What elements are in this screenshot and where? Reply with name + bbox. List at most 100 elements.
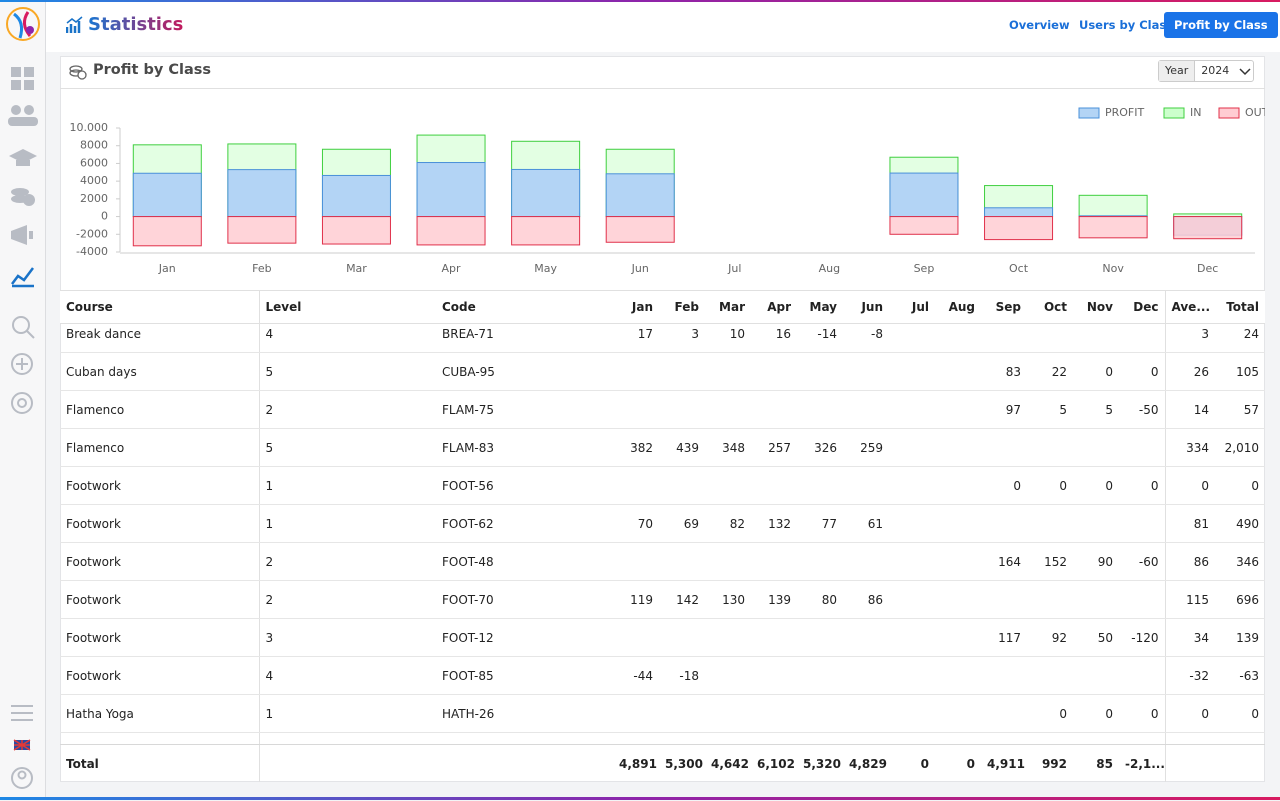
cell: FOOT-12: [436, 618, 613, 657]
cell: Footwork: [60, 618, 259, 657]
nav-active-icon[interactable]: [11, 267, 34, 288]
year-value: 2024: [1201, 64, 1230, 77]
cell: -50: [1119, 390, 1165, 429]
cell: [751, 618, 797, 657]
total-cell: 4,829: [849, 756, 887, 771]
cell: [981, 323, 1027, 353]
cell: 90: [1073, 542, 1119, 581]
cell: 3: [1164, 323, 1215, 353]
cell: [705, 618, 751, 657]
cell: FLAM-83: [436, 428, 613, 467]
column-header: May: [809, 300, 838, 314]
bar: [889, 172, 959, 218]
cell: [797, 694, 843, 733]
nav-icons-lower[interactable]: [11, 316, 35, 789]
x-tick-label: Mar: [346, 262, 367, 275]
cell: [889, 323, 935, 353]
y-tick-label: 8000: [80, 139, 108, 152]
cell: 50: [1073, 618, 1119, 657]
nav-icons[interactable]: [8, 67, 38, 245]
cell: 3: [659, 323, 705, 353]
cell: [981, 732, 1027, 744]
panel-icon: [69, 65, 87, 80]
cell: 0: [1164, 694, 1215, 733]
tab[interactable]: Overview: [1009, 18, 1070, 32]
cell: 16: [751, 323, 797, 353]
column-header: Sep: [995, 300, 1021, 314]
cell: [659, 542, 705, 581]
cell: [889, 390, 935, 429]
cell: 57: [1215, 390, 1265, 429]
tab[interactable]: Users by Class: [1079, 18, 1174, 32]
table-row: Footwork 1 FOOT-56 0 0 0 0 0 0: [60, 466, 1265, 505]
cell: [1119, 428, 1165, 467]
cell: [613, 618, 659, 657]
cell: 69: [659, 504, 705, 543]
cell: [1027, 504, 1073, 543]
cell: 130: [705, 580, 751, 619]
cell: -63: [1215, 656, 1265, 695]
cell: [1119, 504, 1165, 543]
cell: [889, 504, 935, 543]
cell: [935, 323, 981, 353]
cell: [1073, 428, 1119, 467]
x-tick-label: Jul: [727, 262, 741, 275]
cell: [935, 694, 981, 733]
x-tick-label: Aug: [819, 262, 840, 275]
total-cell: [1215, 745, 1265, 782]
cell: [1119, 323, 1165, 353]
column-header: Dec: [1133, 300, 1159, 314]
header-table: Course Level Code Jan Feb Mar Apr May Jun Jul Aug S…: [60, 291, 1265, 323]
cell: 82: [705, 504, 751, 543]
cell: 1: [258, 466, 436, 505]
cell: 2,010: [1215, 428, 1265, 467]
cell: 97: [981, 390, 1027, 429]
cell: 2: [258, 580, 436, 619]
cell: HATH-26: [436, 694, 613, 733]
cell: [981, 504, 1027, 543]
year-select[interactable]: Year 2024: [1158, 60, 1254, 82]
cell: 326: [797, 428, 843, 467]
table-row: Footwork 2 FOOT-48 164 152 90 -60 86 346: [60, 542, 1265, 581]
table-header: Course Level Code Jan Feb Mar Apr May Jun Jul Aug S…: [60, 290, 1265, 324]
cell: 4: [258, 656, 436, 695]
x-tick-label: Oct: [1009, 262, 1029, 275]
panel-title: Profit by Class: [93, 62, 212, 78]
cell: Footwork: [60, 466, 259, 505]
cell: [659, 352, 705, 391]
bar: [416, 216, 486, 246]
cell: 490: [1215, 504, 1265, 543]
table-row: [60, 732, 1265, 744]
tab[interactable]: Profit by Class: [1164, 12, 1278, 38]
cell: [751, 694, 797, 733]
x-tick-label: Nov: [1102, 262, 1124, 275]
total-cell: [258, 745, 436, 782]
cell: 117: [981, 618, 1027, 657]
cell: [1027, 323, 1073, 353]
cell: 0: [1215, 466, 1265, 505]
table-row: Flamenco 2 FLAM-75 97 5 5 -50 14 57: [60, 390, 1265, 429]
bar: [511, 168, 581, 218]
accent-line: [0, 0, 1280, 2]
cell: -14: [797, 323, 843, 353]
cell: FOOT-62: [436, 504, 613, 543]
cell: [797, 352, 843, 391]
bar: [321, 174, 391, 218]
cell: -120: [1119, 618, 1165, 657]
total-cell: 4,911: [987, 756, 1025, 771]
bar: [511, 216, 581, 246]
cell: 83: [981, 352, 1027, 391]
cell: [935, 656, 981, 695]
cell: 0: [1215, 694, 1265, 733]
table-row: Footwork 2 FOOT-70 119 142 130 139 80 86 115 696: [60, 580, 1265, 619]
cell: [889, 466, 935, 505]
cell: Flamenco: [60, 428, 259, 467]
cell: 5: [258, 428, 436, 467]
x-tick-label: Dec: [1197, 262, 1218, 275]
cell: [889, 732, 935, 744]
legend-label: OUT: [1245, 106, 1265, 119]
cell: [613, 390, 659, 429]
total-cell: 5,320: [803, 756, 841, 771]
column-header: Jan: [631, 300, 653, 314]
